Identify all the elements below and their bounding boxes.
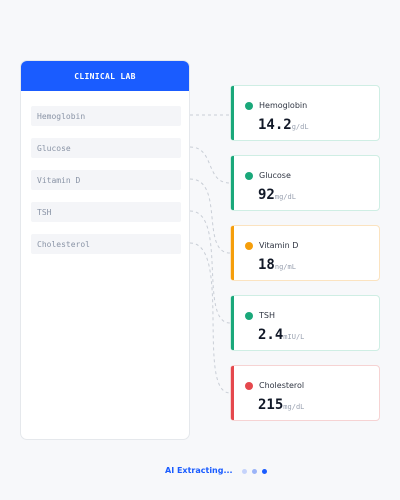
result-value-line: 2.4mIU/L (258, 324, 304, 343)
lab-item-glucose: Glucose (31, 138, 181, 158)
loading-dot (262, 469, 267, 474)
result-value: 92 (258, 187, 275, 203)
panel-title: CLINICAL LAB (21, 61, 189, 91)
clinical-lab-panel: CLINICAL LAB Hemoglobin Glucose Vitamin … (20, 60, 190, 440)
result-value-line: 215mg/dL (258, 394, 304, 413)
status-bar (231, 226, 234, 280)
result-unit: mg/dL (283, 403, 305, 411)
result-value-line: 18ng/mL (258, 254, 296, 273)
status-bar (231, 366, 234, 420)
status-dot (245, 242, 253, 250)
result-card-tsh: TSH 2.4mIU/L (230, 295, 380, 351)
result-unit: ng/mL (274, 263, 296, 271)
status-bar (231, 156, 234, 210)
result-name: Hemoglobin (259, 101, 308, 110)
connector-vitamin-d (189, 178, 231, 254)
result-card-hemoglobin: Hemoglobin 14.2g/dL (230, 85, 380, 141)
status-bar (231, 86, 234, 140)
result-card-glucose: Glucose 92mg/dL (230, 155, 380, 211)
loading-dot (242, 469, 247, 474)
result-name: TSH (259, 311, 275, 320)
result-value-line: 92mg/dL (258, 184, 296, 203)
status-bar (231, 296, 234, 350)
result-unit: mg/dL (274, 193, 296, 201)
lab-item-vitamin-d: Vitamin D (31, 170, 181, 190)
lab-item-tsh: TSH (31, 202, 181, 222)
connector-cholesterol (189, 242, 231, 394)
lab-item-cholesterol: Cholesterol (31, 234, 181, 254)
status-dot (245, 382, 253, 390)
result-value: 14.2 (258, 117, 292, 133)
result-card-cholesterol: Cholesterol 215mg/dL (230, 365, 380, 421)
result-value: 2.4 (258, 327, 284, 343)
result-value-line: 14.2g/dL (258, 114, 309, 133)
loading-dot (252, 469, 257, 474)
extraction-status-text: AI Extracting... (165, 466, 233, 475)
status-dot (245, 312, 253, 320)
result-name: Cholesterol (259, 381, 305, 390)
lab-item-hemoglobin: Hemoglobin (31, 106, 181, 126)
result-unit: g/dL (291, 123, 309, 131)
connector-tsh (189, 210, 231, 324)
status-dot (245, 172, 253, 180)
status-dot (245, 102, 253, 110)
connector-glucose (189, 146, 231, 184)
result-value: 18 (258, 257, 275, 273)
result-card-vitamin-d: Vitamin D 18ng/mL (230, 225, 380, 281)
result-name: Vitamin D (259, 241, 299, 250)
result-unit: mIU/L (283, 333, 305, 341)
result-name: Glucose (259, 171, 291, 180)
result-value: 215 (258, 397, 284, 413)
